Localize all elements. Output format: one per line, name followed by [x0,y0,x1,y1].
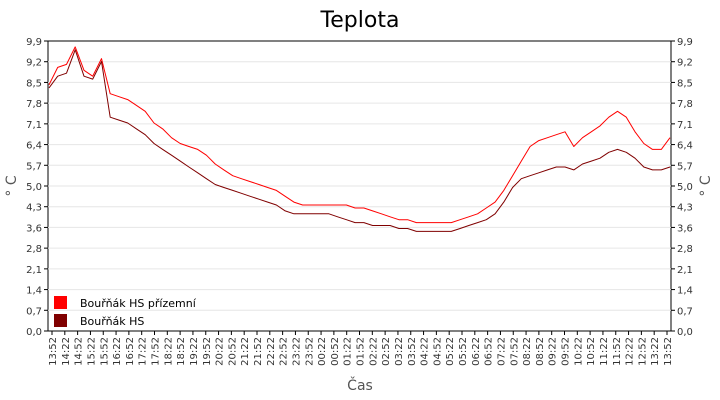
y-tick-label-right: 2,1 [677,265,693,276]
x-tick-label: 21:52 [253,337,264,366]
x-tick-label: 15:52 [99,337,110,366]
x-tick-label: 20:22 [215,337,226,366]
y-tick-label-left: 1,4 [26,286,42,297]
x-tick-label: 07:52 [509,337,520,366]
y-tick-label-right: 6,4 [677,141,693,152]
x-tick-label: 14:22 [61,337,72,366]
series-line-2 [48,49,671,232]
y-tick-label-left: 4,3 [26,203,42,214]
y-axis-right-ticks: 0,0 0,7 1,4 2,1 2,8 3,6 4,3 5,0 5,7 6,4 7,1 7,8 8,5 9… [671,37,693,338]
y-tick-label-left: 3,6 [26,223,42,234]
y-tick-label-right: 3,6 [677,223,693,234]
y-axis-left-ticks: 0,0 0,7 1,4 2,1 2,8 3,6 4,3 5,0 5,7 6,4 7,1 7,8 8,5 9… [26,37,48,338]
x-tick-label: 06:52 [484,337,495,366]
y-tick-label-left: 0,0 [26,327,42,338]
x-tick-label: 15:22 [86,337,97,366]
y-axis-label-right: ° C [698,175,714,196]
x-tick-label: 09:52 [561,337,572,366]
x-tick-label: 13:52 [663,337,674,366]
x-tick-label: 01:52 [356,337,367,366]
x-tick-label: 18:22 [163,337,174,366]
x-tick-label: 06:22 [471,337,482,366]
y-tick-label-left: 5,0 [26,182,42,193]
x-tick-label: 08:22 [522,337,533,366]
legend-label-series-1: Bouřňák HS přízemní [80,297,197,310]
x-tick-label: 11:52 [612,337,623,366]
y-tick-label-left: 0,7 [26,306,42,317]
y-tick-label-left: 7,1 [26,120,42,131]
legend-swatch-series-2 [54,314,67,327]
series-lines [48,46,671,232]
x-tick-label: 13:22 [650,337,661,366]
series-line-1 [48,46,671,224]
x-tick-label: 16:52 [125,337,136,366]
x-tick-label: 09:22 [548,337,559,366]
y-tick-label-left: 2,1 [26,265,42,276]
y-tick-label-right: 0,0 [677,327,693,338]
x-axis-ticks: 13:52 14:22 14:52 15:22 15:52 16:22 16:52 17:22… [48,331,674,366]
x-tick-label: 19:22 [189,337,200,366]
y-tick-label-right: 5,0 [677,182,693,193]
y-tick-label-left: 9,9 [26,37,42,48]
x-tick-label: 10:22 [573,337,584,366]
x-tick-label: 04:52 [432,337,443,366]
gridlines [48,61,671,311]
x-tick-label: 22:22 [266,337,277,366]
x-tick-label: 16:22 [112,337,123,366]
y-tick-label-right: 8,5 [677,78,693,89]
y-tick-label-right: 0,7 [677,306,693,317]
y-tick-label-right: 2,8 [677,244,693,255]
x-tick-label: 14:52 [74,337,85,366]
y-tick-label-right: 4,3 [677,203,693,214]
y-tick-label-left: 8,5 [26,78,42,89]
x-tick-label: 11:22 [599,337,610,366]
x-tick-label: 02:52 [381,337,392,366]
x-tick-label: 23:22 [291,337,302,366]
x-tick-label: 02:22 [368,337,379,366]
x-tick-label: 05:22 [445,337,456,366]
x-tick-label: 04:22 [420,337,431,366]
y-tick-label-right: 1,4 [677,286,693,297]
x-tick-label: 22:52 [279,337,290,366]
x-tick-label: 08:52 [535,337,546,366]
legend: Bouřňák HS přízemní Bouřňák HS [54,296,197,328]
chart-title: Teplota [320,8,400,33]
x-tick-label: 21:22 [240,337,251,366]
y-axis-label-left: ° C [4,175,20,196]
y-tick-label-right: 9,2 [677,58,693,69]
y-tick-label-left: 9,2 [26,58,42,69]
y-tick-label-left: 5,7 [26,161,42,172]
x-tick-label: 12:22 [625,337,636,366]
x-tick-label: 10:52 [586,337,597,366]
y-tick-label-right: 7,1 [677,120,693,131]
y-tick-label-left: 7,8 [26,99,42,110]
legend-swatch-series-1 [54,296,67,309]
x-axis-label: Čas [347,376,373,394]
x-tick-label: 00:52 [330,337,341,366]
y-tick-label-right: 7,8 [677,99,693,110]
x-tick-label: 17:22 [138,337,149,366]
x-tick-label: 19:52 [202,337,213,366]
y-tick-label-left: 2,8 [26,244,42,255]
y-tick-label-left: 6,4 [26,141,42,152]
y-tick-label-right: 5,7 [677,161,693,172]
x-tick-label: 23:52 [304,337,315,366]
x-tick-label: 13:52 [48,337,59,366]
x-tick-label: 12:52 [637,337,648,366]
legend-label-series-2: Bouřňák HS [80,315,144,328]
x-tick-label: 20:52 [227,337,238,366]
x-tick-label: 18:52 [176,337,187,366]
x-tick-label: 03:22 [394,337,405,366]
x-tick-label: 00:22 [317,337,328,366]
x-tick-label: 03:52 [407,337,418,366]
x-tick-label: 17:52 [151,337,162,366]
x-tick-label: 05:52 [458,337,469,366]
x-tick-label: 01:22 [343,337,354,366]
x-tick-label: 07:22 [496,337,507,366]
y-tick-label-right: 9,9 [677,37,693,48]
